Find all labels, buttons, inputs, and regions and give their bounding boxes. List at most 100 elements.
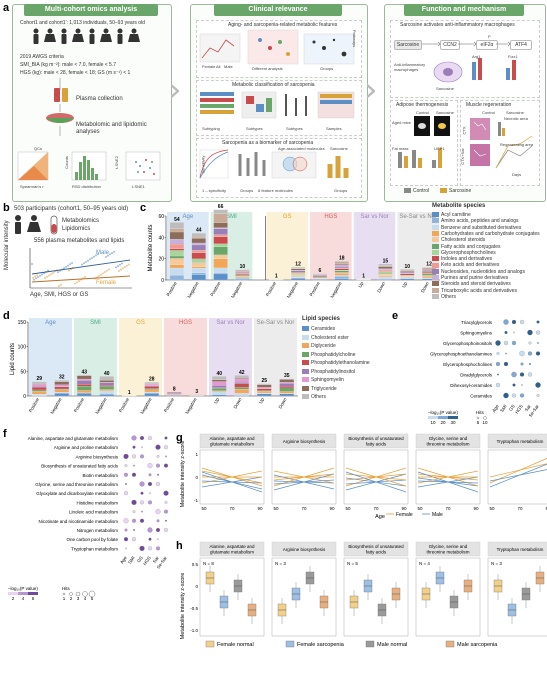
dot — [503, 392, 509, 399]
participants-icon — [15, 215, 41, 234]
y-tick-label: 20 — [158, 257, 164, 263]
ccn2-node: CCN2 — [440, 40, 460, 50]
macrophage-graphic — [433, 58, 516, 83]
adipose-sarcosine: Sarcosine — [436, 110, 454, 115]
legend-swatch — [432, 231, 439, 237]
bar-segment — [166, 393, 182, 395]
color-legend-tick: 20 — [440, 420, 446, 425]
size-legend-circle — [69, 592, 73, 596]
female-point — [60, 283, 62, 286]
bar-segment — [169, 264, 184, 269]
x-tick-label: 70 — [229, 506, 235, 511]
male-point — [81, 263, 83, 266]
dot — [536, 320, 540, 324]
bar-segment — [234, 382, 250, 384]
bar-segment — [213, 254, 228, 259]
female-point — [32, 276, 34, 279]
pathway-dotplot: Alanine, aspartate and glutamate metabol… — [8, 435, 169, 601]
color-legend-swatch — [8, 592, 18, 595]
dot — [140, 454, 145, 459]
bar-total-label: 12 — [295, 262, 301, 268]
male-point — [41, 273, 43, 276]
male-line — [417, 480, 479, 484]
sarcosine-label-2: Sarcosine — [436, 86, 454, 91]
x-tick-label: 70 — [301, 506, 307, 511]
dot — [519, 393, 525, 398]
y-tick-label: 0 — [23, 394, 26, 400]
panel-a-letter: a — [3, 2, 10, 14]
bar-segment — [256, 383, 272, 385]
male-line — [489, 469, 547, 482]
facet-title: Tryptophan metabolism — [497, 439, 544, 444]
bar-total-label: 12 — [426, 262, 432, 268]
x-tick-label: 50 — [201, 506, 207, 511]
legend-text: Cholesterol ester — [311, 334, 349, 341]
bar-segment — [235, 272, 250, 275]
facet-title: Biosynthesis of unsaturated — [348, 436, 404, 441]
legend-text: Purines and purine derivatives — [441, 275, 509, 281]
dot — [503, 319, 509, 325]
dot — [519, 319, 525, 325]
bar-segment — [54, 392, 70, 394]
male-point — [119, 263, 121, 266]
legend-swatch — [302, 334, 309, 340]
male-point — [117, 265, 119, 268]
dot — [165, 455, 167, 458]
b-male-label: Male — [96, 250, 110, 256]
bar-segment — [291, 267, 306, 269]
dot — [164, 436, 168, 440]
spearman-label: Spearman's r — [20, 184, 44, 189]
dot — [503, 340, 509, 346]
dot — [139, 545, 145, 551]
legend-text: Keto acids and derivatives — [441, 262, 500, 269]
legend-text: Phosphatidylethanolamine — [311, 360, 370, 366]
column-label: Age — [119, 555, 128, 565]
muscle-control: Control — [482, 110, 495, 115]
bar-segment — [213, 258, 228, 269]
dot — [164, 445, 169, 450]
y-tick-label: 150 — [18, 320, 27, 326]
bar-segment — [334, 270, 349, 271]
bar-segment — [291, 268, 306, 269]
female-point — [100, 273, 102, 276]
bar-total-label: 8 — [173, 387, 176, 393]
group-bg — [164, 318, 207, 396]
x-tick-label: Up — [213, 397, 220, 405]
dot — [504, 331, 508, 335]
d-legend-item: Others — [302, 394, 326, 400]
x-tick-label: 70 — [373, 506, 379, 511]
facet-title-2: threonine metabolism — [426, 442, 469, 447]
male-point — [63, 267, 65, 270]
legend-text: Others — [441, 293, 457, 300]
bar-segment — [54, 386, 70, 390]
row-label: Glycine, serine and threonine metabolism — [35, 482, 118, 487]
facet-title: Arginine biosynthesis — [283, 547, 326, 552]
female-point — [108, 268, 110, 271]
bar-segment — [144, 391, 160, 394]
bar-segment — [334, 273, 349, 276]
column-label: Age — [491, 403, 500, 413]
bar-segment — [31, 386, 47, 388]
clin-subtypes2: Subtypes — [286, 126, 303, 131]
bar-segment — [291, 273, 306, 275]
facet-header — [343, 433, 409, 449]
x-tick-label: Positive — [265, 281, 277, 298]
bar-segment — [211, 381, 227, 386]
dot — [141, 446, 143, 449]
panel-e-letter: e — [392, 310, 399, 322]
dot — [147, 527, 153, 533]
dot — [164, 527, 169, 532]
hgs-criteria: HGS (kg): male < 28, female < 18; GS (m … — [20, 70, 131, 76]
male-point — [31, 263, 33, 265]
female-point — [58, 284, 60, 287]
legend-swatch — [432, 249, 439, 255]
clin-different: Different analysis — [252, 66, 283, 71]
facet-header — [271, 541, 337, 557]
clin-feature: 8 feature molecules — [258, 188, 293, 193]
female-line — [273, 473, 335, 481]
h-legend-label: Female sarcopenia — [297, 642, 345, 648]
male-point — [33, 278, 35, 281]
bar-segment — [76, 393, 92, 397]
size-legend-circle — [88, 590, 96, 598]
legend-swatch — [302, 343, 309, 349]
